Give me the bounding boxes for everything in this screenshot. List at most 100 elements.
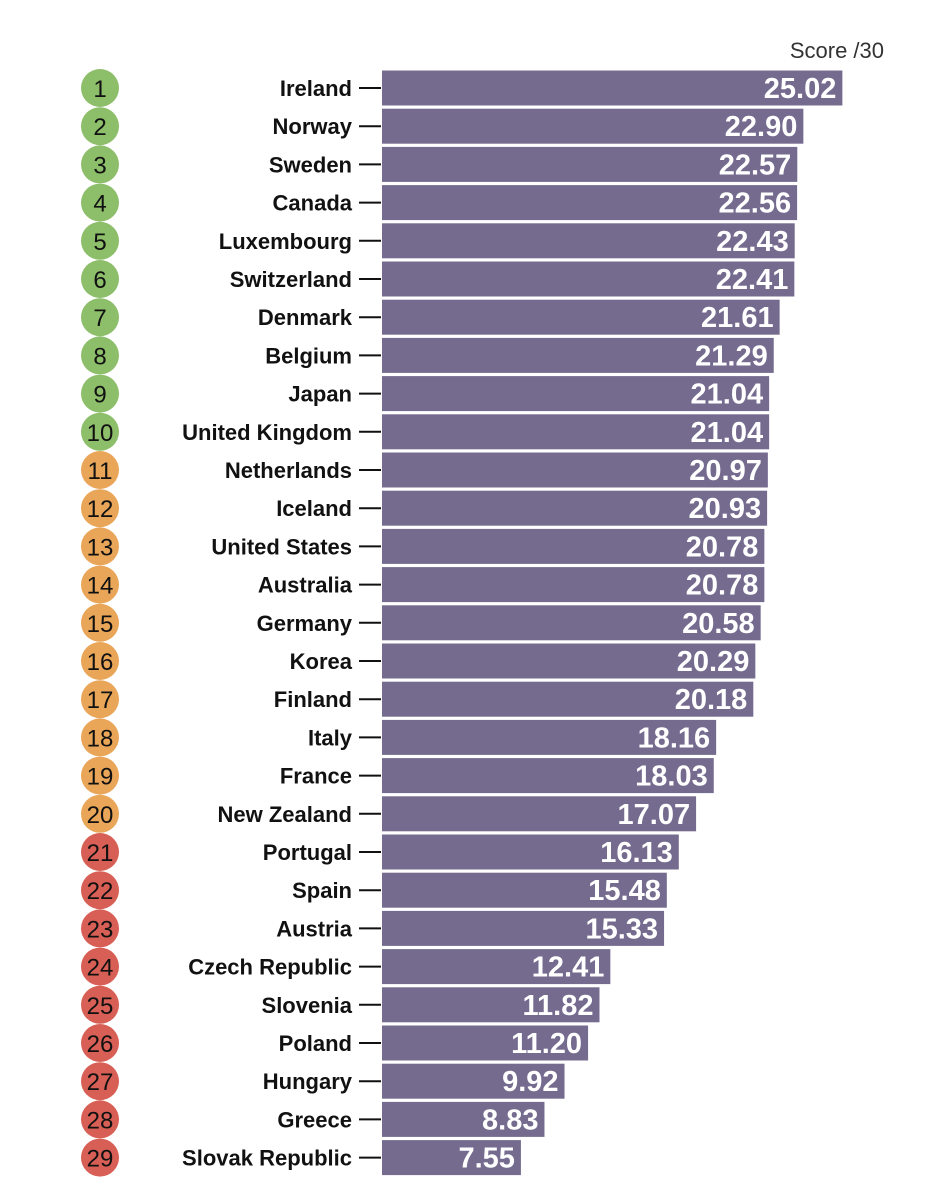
chart-row: 24 Czech Republic 12.41: [81, 947, 611, 986]
rank-circle: [81, 374, 119, 413]
rank-number: 28: [87, 1107, 114, 1134]
value-label: 7.55: [458, 1143, 514, 1175]
value-label: 20.29: [677, 646, 750, 678]
chart-row: 3 Sweden 22.57: [81, 145, 798, 184]
rank-circle: [81, 1100, 119, 1139]
country-label: Slovak Republic: [182, 1146, 352, 1171]
rank-circle: [81, 756, 119, 795]
country-label: United Kingdom: [182, 420, 352, 445]
country-label: Poland: [279, 1031, 352, 1056]
bar: [382, 70, 843, 106]
chart-row: 17 Finland 20.18: [81, 680, 754, 719]
rank-number: 3: [93, 152, 106, 179]
rank-number: 1: [93, 76, 106, 103]
chart-row: 1 Ireland 25.02: [81, 69, 843, 107]
bar: [382, 605, 761, 641]
chart-title: Score /30: [790, 38, 884, 63]
country-label: Austria: [276, 916, 353, 941]
bar: [382, 146, 798, 182]
bar: [382, 758, 714, 794]
country-label: Switzerland: [230, 267, 352, 292]
rank-circle: [81, 336, 119, 375]
country-label: Japan: [288, 382, 352, 407]
rank-circle: [81, 260, 119, 298]
chart-row: 23 Austria 15.33: [81, 909, 665, 948]
rank-circle: [81, 221, 119, 260]
bar: [382, 567, 765, 603]
country-label: Germany: [257, 611, 353, 636]
country-label: France: [280, 764, 352, 789]
rank-number: 27: [87, 1069, 114, 1096]
value-label: 18.03: [635, 761, 708, 793]
country-label: United States: [211, 534, 352, 559]
value-label: 21.04: [691, 379, 764, 411]
value-label: 25.02: [764, 73, 837, 105]
rank-number: 14: [87, 573, 114, 600]
chart-rows: 1 Ireland 25.02 2 Norway 22.90 3 Sweden 22.57 4 Ca…: [81, 69, 843, 1177]
rank-circle: [81, 183, 119, 222]
chart-row: 9 Japan 21.04: [81, 374, 770, 413]
rank-number: 17: [87, 687, 114, 714]
rank-circle: [81, 69, 119, 107]
value-label: 21.61: [701, 302, 774, 334]
rank-circle: [81, 642, 119, 680]
country-label: Slovenia: [262, 993, 353, 1018]
rank-circle: [81, 107, 119, 146]
value-label: 15.48: [588, 875, 661, 907]
value-label: 21.04: [691, 417, 764, 449]
rank-circle: [81, 833, 119, 871]
value-label: 8.83: [482, 1104, 538, 1136]
bar: [382, 185, 798, 221]
rank-circle: [81, 871, 119, 910]
value-label: 11.20: [511, 1028, 582, 1060]
rank-number: 9: [93, 382, 106, 409]
rank-number: 18: [87, 725, 114, 752]
chart-row: 19 France 18.03: [81, 756, 714, 795]
rank-number: 12: [87, 496, 114, 523]
bar: [382, 261, 795, 297]
bar: [382, 643, 756, 679]
chart-row: 16 Korea 20.29: [81, 642, 756, 680]
rank-number: 21: [87, 840, 114, 867]
bar: [382, 414, 770, 450]
rank-number: 29: [87, 1146, 114, 1173]
chart-row: 25 Slovenia 11.82: [81, 985, 600, 1024]
country-label: Italy: [308, 725, 353, 750]
value-label: 20.78: [686, 570, 759, 602]
bar: [382, 949, 611, 985]
chart-row: 28 Greece 8.83: [81, 1100, 545, 1139]
rank-number: 11: [88, 458, 113, 485]
rank-number: 16: [87, 649, 114, 676]
value-label: 20.97: [689, 455, 762, 487]
bar: [382, 299, 780, 335]
country-label: New Zealand: [218, 802, 352, 827]
country-label: Belgium: [265, 343, 352, 368]
rank-circle: [81, 794, 119, 833]
country-label: Norway: [273, 114, 353, 139]
country-label: Korea: [290, 649, 353, 674]
rank-circle: [81, 1138, 119, 1177]
chart-row: 8 Belgium 21.29: [81, 336, 774, 375]
country-label: Czech Republic: [188, 955, 352, 980]
rank-circle: [81, 412, 119, 451]
value-label: 20.18: [675, 684, 748, 716]
chart-row: 15 Germany 20.58: [81, 603, 761, 642]
bar: [382, 376, 770, 412]
chart-row: 2 Norway 22.90: [81, 107, 804, 146]
rank-number: 2: [93, 114, 106, 141]
bar: [382, 719, 717, 755]
bar: [382, 528, 765, 564]
rank-number: 20: [87, 802, 114, 829]
rank-circle: [81, 527, 119, 566]
bar: [382, 337, 774, 373]
bar: [382, 1101, 545, 1137]
bar: [382, 910, 665, 946]
value-label: 20.93: [689, 493, 762, 525]
chart-row: 18 Italy 18.16: [81, 718, 717, 757]
chart-row: 11 Netherlands 20.97: [81, 451, 768, 489]
rank-number: 8: [93, 343, 106, 370]
country-label: Greece: [277, 1107, 352, 1132]
rank-number: 26: [87, 1031, 114, 1058]
value-label: 22.56: [719, 188, 792, 220]
